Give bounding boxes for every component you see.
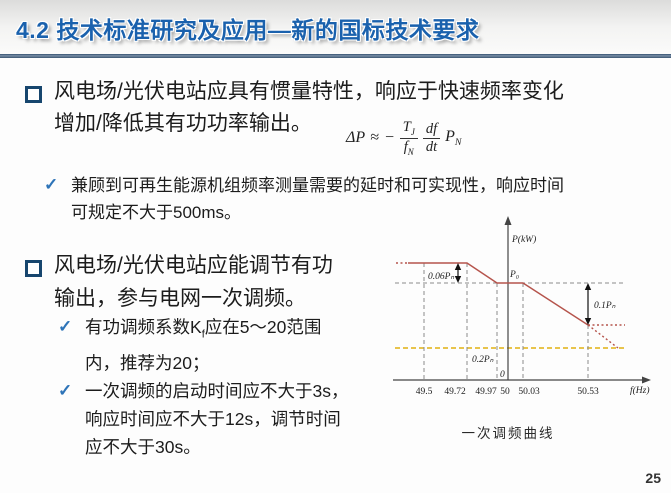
slide-header: 4.2 技术标准研究及应用—新的国标技术要求 (0, 0, 671, 54)
formula-minus: − (383, 129, 395, 146)
origin-label: 0 (500, 370, 505, 380)
formula-delta-p: ΔP (346, 129, 366, 146)
primary-frequency-curve-chart: 0.06Pₙ P₀ 0.1Pₙ 0.2Pₙ P(kW) f(Hz) 0 49.5… (393, 216, 651, 441)
check-icon: ✓ (58, 317, 73, 336)
square-bullet-icon (25, 86, 42, 103)
page-number: 25 (645, 470, 661, 486)
label-006pn: 0.06Pₙ (428, 272, 454, 282)
check-response-time: 兼顾到可再生能源机组频率测量需要的延时和可实现性，响应时间 可规定不大于500m… (71, 176, 564, 222)
x-tick: 49.97 (475, 387, 497, 397)
formula-pn: PN (445, 127, 462, 149)
x-axis-arrow (642, 376, 651, 384)
bullet-primary-regulation: 风电场/光伏电站应能调节有功 输出，参与电网一次调频。 (54, 249, 333, 315)
bullet-primary-line1: 风电场/光伏电站应能调节有功 (54, 254, 333, 277)
check-kf-range: 有功调频系数Kf应在5～20范围 内，推荐为20； (85, 317, 322, 373)
formula-fraction-df-dt: df dt (422, 121, 441, 155)
x-tick: 49.72 (444, 387, 466, 397)
header-divider (0, 54, 671, 58)
label-p0: P₀ (509, 270, 519, 280)
y-axis-label: P(kW) (511, 234, 536, 245)
x-axis-label: f(Hz) (630, 385, 650, 396)
label-02pn: 0.2Pₙ (472, 355, 494, 365)
bullet-inertia-line2: 增加/降低其有功功率输出。 (54, 112, 312, 135)
formula-approx: ≈ (370, 129, 379, 146)
x-tick: 50 (500, 387, 510, 397)
x-tick: 50.53 (577, 387, 599, 397)
square-bullet-icon (25, 260, 42, 277)
droop-curve (408, 262, 589, 326)
bullet-inertia-line1: 风电场/光伏电站应具有惯量特性，响应于快速频率变化 (54, 80, 564, 103)
x-tick: 49.5 (416, 387, 433, 397)
x-tick: 50.03 (518, 387, 540, 397)
y-axis-arrow (504, 216, 512, 225)
bullet-inertia: 风电场/光伏电站应具有惯量特性，响应于快速频率变化 增加/降低其有功功率输出。 (54, 76, 564, 140)
label-01pn: 0.1Pₙ (594, 301, 616, 311)
inertia-formula: ΔP ≈ − TJ fN df dt PN (346, 115, 462, 161)
check-timing-limits: 一次调频的启动时间应不大于3s， 响应时间应不大于12s，调节时间 应不大于30… (85, 381, 349, 457)
bullet-primary-line2: 输出，参与电网一次调频。 (54, 287, 306, 310)
chart-caption: 一次调频曲线 (462, 426, 555, 441)
page-title: 4.2 技术标准研究及应用—新的国标技术要求 (16, 17, 480, 43)
check-icon: ✓ (58, 381, 73, 400)
check-icon: ✓ (44, 175, 59, 194)
formula-fraction-tj-fn: TJ fN (399, 119, 418, 156)
